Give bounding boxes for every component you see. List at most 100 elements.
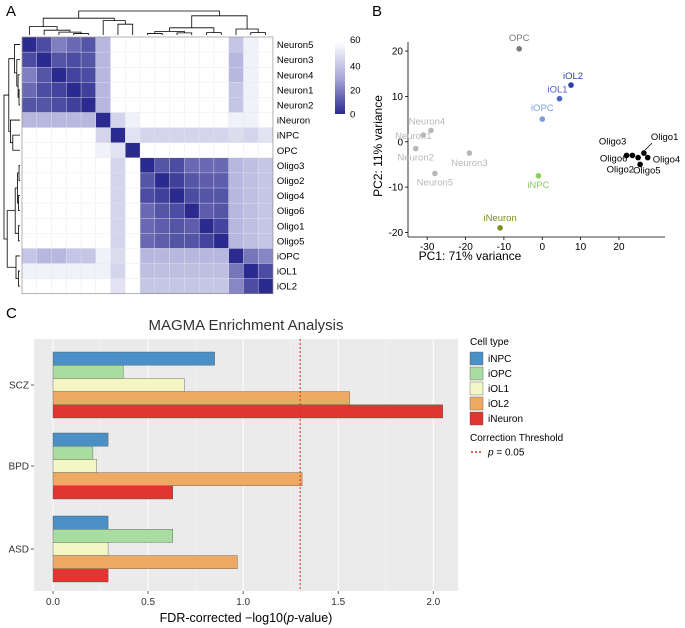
bar-scz-iol1 (52, 378, 185, 392)
heatmap-cell-neuron4-iopc (228, 66, 244, 83)
magma-title: MAGMA Enrichment Analysis (148, 317, 343, 334)
heatmap-cell-iol2-neuron2 (80, 278, 97, 295)
bar-bpd-inpc (52, 432, 109, 447)
heatmap-cell-ineuron-ineuron (95, 112, 112, 129)
heatmap-cell-neuron5-neuron1 (66, 36, 82, 53)
row-label-iol1: iOL1 (277, 267, 297, 278)
heatmap-cell-inpc-inpc (110, 127, 126, 144)
point-oligo3 (623, 152, 630, 159)
heatmap-cell-neuron4-oligo2 (154, 66, 171, 83)
point-neuron1 (420, 132, 427, 138)
heatmap-cell-iopc-neuron3 (36, 248, 53, 264)
heatmap-cell-iopc-neuron4 (51, 248, 67, 264)
heatmap-cell-iopc-iol1 (243, 248, 259, 264)
heatmap-cell-oligo6-neuron4 (51, 202, 67, 219)
heatmap-cell-neuron1-inpc (110, 82, 126, 98)
heatmap-cell-ineuron-oligo3 (139, 112, 156, 129)
heatmap-cell-iopc-oligo5 (213, 248, 230, 264)
heatmap-cell-neuron2-oligo1 (198, 97, 215, 114)
heatmap-cell-iol2-oligo5 (213, 278, 230, 295)
heatmap-cell-oligo3-oligo2 (154, 157, 171, 174)
heatmap-cell-neuron2-ineuron (95, 97, 112, 114)
heatmap-cell-neuron1-neuron1 (66, 82, 82, 98)
heatmap-cell-inpc-iopc (228, 127, 244, 144)
heatmap-cell-oligo4-oligo1 (198, 187, 215, 204)
heatmap-cell-oligo1-iol1 (243, 217, 259, 234)
row-label-neuron4: Neuron4 (277, 70, 313, 81)
heatmap-cell-oligo3-neuron4 (51, 157, 67, 174)
heatmap-cell-iol2-inpc (110, 278, 126, 295)
legend-label-ineuron: iNeuron (488, 414, 523, 425)
point-label-iopc: iOPC (531, 103, 554, 114)
row-label-neuron1: Neuron1 (277, 85, 313, 96)
heatmap-cell-ineuron-iopc (228, 112, 244, 129)
point-opc (516, 46, 522, 52)
heatmap-cell-inpc-oligo6 (184, 127, 200, 144)
heatmap-cell-inpc-neuron2 (80, 127, 97, 144)
point-iol2 (568, 82, 574, 88)
heatmap-cell-oligo3-oligo1 (198, 157, 215, 174)
bar-bpd-iol1 (52, 459, 97, 473)
point-oligo6 (629, 152, 636, 159)
heatmap-cell-neuron3-opc (125, 51, 141, 68)
legend-swatch-iopc (469, 366, 484, 381)
heatmap-cell-neuron4-oligo1 (198, 66, 215, 83)
heatmap-cell-neuron3-inpc (110, 51, 126, 68)
legend-label-iol1: iOL1 (488, 384, 510, 395)
heatmap-cell-iol2-neuron3 (36, 278, 53, 295)
heatmap-cell-neuron4-oligo3 (139, 66, 156, 83)
bar-bpd-iol2 (52, 472, 303, 487)
heatmap-cell-oligo5-iol1 (243, 233, 259, 249)
bar-bpd-iopc (52, 446, 94, 460)
heatmap-cell-opc-inpc (110, 142, 126, 159)
heatmap-cell-neuron5-iol1 (243, 36, 259, 53)
heatmap-cell-iol2-neuron5 (21, 278, 38, 295)
pca-axes: -30 -20 -10 0 10 20 20 10 0 -10 -20 (389, 42, 665, 253)
point-label-oligo2: Oligo2 (607, 165, 634, 176)
row-label-iol2: iOL2 (277, 282, 297, 293)
point-label-oligo1: Oligo1 (651, 132, 678, 143)
heatmap-cell-opc-neuron5 (21, 142, 38, 159)
x-tick-1-5: 1.5 (331, 597, 345, 608)
heatmap-cell-opc-neuron2 (80, 142, 97, 159)
heatmap-cell-neuron4-ineuron (95, 66, 112, 83)
pca-y-tick-0: 0 (397, 137, 403, 148)
heatmap-cell-neuron3-oligo1 (198, 51, 215, 68)
heatmap-cell-neuron3-oligo4 (169, 51, 185, 68)
heatmap-cell-oligo2-oligo3 (139, 172, 156, 189)
heatmap-cell-oligo3-neuron1 (66, 157, 82, 174)
heatmap-cell-ineuron-neuron2 (80, 112, 97, 129)
heatmap-cell-neuron1-neuron2 (80, 82, 97, 98)
heatmap-cell-oligo3-neuron5 (21, 157, 38, 174)
heatmap-cell-oligo6-iol1 (243, 202, 259, 219)
heatmap-cell-inpc-neuron1 (66, 127, 82, 144)
heatmap-cell-iopc-oligo4 (169, 248, 185, 264)
heatmap-cell-ineuron-oligo5 (213, 112, 230, 129)
heatmap-cell-ineuron-neuron1 (66, 112, 82, 129)
heatmap-cell-iopc-iol2 (257, 248, 274, 264)
heatmap-cell-opc-iol1 (243, 142, 259, 159)
heatmap-cell-oligo6-opc (125, 202, 141, 219)
heatmap-cell-neuron4-oligo6 (184, 66, 200, 83)
heatmap-cell-iopc-neuron1 (66, 248, 82, 264)
magma-x-label: FDR-corrected −log10(p-value) (160, 611, 333, 625)
heatmap-cell-oligo3-opc (125, 157, 141, 174)
heatmap-cell-neuron2-neuron3 (36, 97, 53, 114)
heatmap-cell-neuron4-inpc (110, 66, 126, 83)
heatmap-cell-iol1-oligo2 (154, 263, 171, 280)
heatmap-cell-neuron2-oligo5 (213, 97, 230, 114)
heatmap-cell-oligo3-iopc (228, 157, 244, 174)
point-label-neuron3: Neuron3 (451, 158, 487, 169)
heatmap-cell-neuron5-oligo1 (198, 36, 215, 53)
heatmap-cell-inpc-opc (125, 127, 141, 144)
heatmap-cell-iopc-ineuron (95, 248, 112, 264)
heatmap-cell-neuron2-neuron2 (80, 97, 97, 114)
heatmap-cell-inpc-oligo2 (154, 127, 171, 144)
heatmap-cell-iol2-oligo1 (198, 278, 215, 295)
heatmap-cell-oligo1-oligo3 (139, 217, 156, 234)
pca-panel: -30 -20 -10 0 10 20 20 10 0 -10 -20 OPC iOL2 iOL1 iOP… (371, 33, 680, 263)
heatmap-cell-oligo6-inpc (110, 202, 126, 219)
heatmap-cell-neuron3-oligo5 (213, 51, 230, 68)
legend-swatch-inpc (469, 351, 484, 366)
